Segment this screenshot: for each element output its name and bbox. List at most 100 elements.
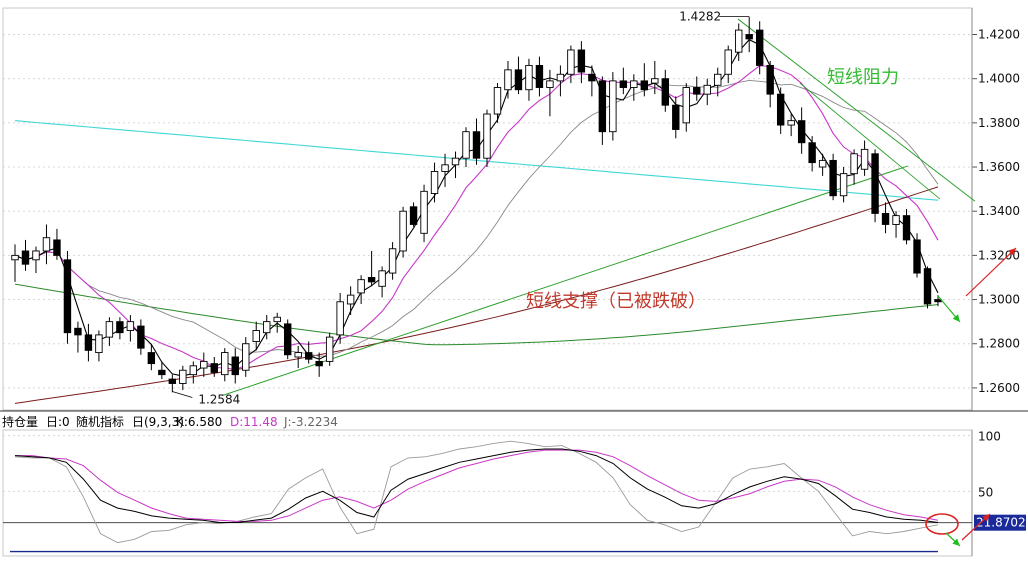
candle-body — [168, 378, 177, 384]
candle-body — [409, 206, 418, 225]
candle-body — [42, 237, 51, 252]
d-line — [15, 449, 939, 522]
candle-body — [556, 73, 565, 82]
candle-body — [525, 64, 533, 91]
high-label: 1.4282 — [679, 9, 721, 23]
indicator-panel-frame — [2, 429, 973, 557]
low-marker-line — [172, 391, 193, 398]
candle-body — [158, 369, 166, 376]
candle-body — [420, 190, 428, 234]
candle-body — [598, 80, 607, 133]
price-tick-label: 1.2800 — [978, 337, 1020, 351]
candle-body — [703, 84, 711, 95]
candle-body — [399, 210, 407, 252]
candle-body — [53, 239, 61, 256]
candle-body — [640, 80, 649, 91]
candle-body — [367, 277, 376, 283]
candle-body — [661, 78, 669, 106]
candle-body — [231, 356, 239, 376]
candle-body — [32, 250, 40, 261]
candle-body — [755, 29, 764, 66]
up-arrow — [965, 247, 1017, 297]
candle-body — [179, 369, 187, 384]
price-tick-label: 1.3800 — [978, 116, 1020, 130]
indicator-label: 日(9,3,3) — [132, 415, 184, 429]
candle-body — [588, 73, 596, 82]
candle-body — [839, 173, 848, 197]
candle-body — [504, 69, 512, 91]
candle-body — [483, 113, 491, 159]
candle-body — [189, 365, 198, 376]
candle-body — [21, 250, 30, 265]
indicator-up-arrow-head — [982, 514, 990, 522]
candle-body — [325, 336, 334, 362]
candle-body — [609, 80, 617, 133]
resistance-annotation: 短线阻力 — [827, 67, 899, 88]
candle-body — [535, 64, 544, 88]
candle-body — [881, 212, 890, 225]
candle-body — [902, 215, 911, 241]
indicator-tick-label: 50 — [978, 485, 993, 499]
candle-body — [294, 352, 302, 358]
candle-body — [714, 73, 722, 86]
highlight-circle — [925, 513, 959, 535]
candle-body — [818, 159, 827, 168]
moving-average-line — [14, 65, 939, 370]
indicator-label: D:11.48 — [230, 415, 278, 429]
candle-body — [74, 327, 82, 336]
indicator-label: K:6.580 — [176, 415, 222, 429]
price-tick-label: 1.3400 — [978, 204, 1020, 218]
candle-body — [913, 239, 921, 274]
down-arrow-head — [952, 314, 960, 322]
low-label: 1.2584 — [198, 392, 240, 406]
indicator-down-arrow-head — [952, 538, 960, 546]
price-tick-label: 1.3000 — [978, 293, 1020, 307]
candle-body — [357, 279, 365, 294]
candle-body — [315, 360, 323, 367]
candle-body — [860, 148, 869, 170]
candle-body — [766, 64, 774, 95]
candle-body — [263, 321, 271, 334]
moving-average-line — [14, 79, 939, 357]
price-tick-label: 1.4000 — [978, 72, 1020, 86]
candle-body — [95, 334, 103, 354]
candle-body — [923, 268, 932, 305]
candle-body — [147, 352, 156, 365]
j-line — [14, 440, 939, 544]
candle-body — [682, 87, 690, 124]
candle-body — [724, 49, 732, 75]
current-value-text: 21.8702 — [976, 516, 1026, 530]
price-tick-label: 1.4200 — [978, 28, 1020, 42]
candle-body — [284, 323, 292, 356]
moving-average-line — [14, 186, 939, 404]
candle-body — [11, 254, 19, 261]
candle-body — [493, 87, 502, 115]
moving-average-line — [14, 39, 939, 377]
candle-body — [84, 334, 93, 351]
candle-body — [808, 142, 816, 164]
candle-body — [871, 153, 879, 214]
candle-body — [273, 316, 281, 323]
candle-body — [116, 321, 124, 334]
support-annotation: 短线支撑（已被跌破） — [526, 291, 706, 312]
candle-body — [567, 49, 575, 75]
candle-body — [619, 80, 628, 88]
candle-body — [829, 159, 837, 197]
candle-body — [797, 120, 806, 144]
candle-body — [441, 164, 449, 172]
price-tick-label: 1.3600 — [978, 160, 1020, 174]
candle-body — [745, 34, 753, 40]
candle-body — [934, 299, 942, 303]
candle-body — [252, 330, 260, 342]
candle-body — [776, 93, 785, 126]
candle-body — [577, 49, 586, 73]
candle-body — [430, 171, 439, 194]
indicator-tick-label: 100 — [978, 430, 1001, 444]
candle-body — [651, 78, 659, 84]
candle-body — [787, 120, 795, 126]
candle-body — [126, 321, 135, 331]
support-trendline — [221, 165, 909, 397]
candle-body — [546, 80, 554, 88]
moving-average-line — [14, 283, 939, 346]
